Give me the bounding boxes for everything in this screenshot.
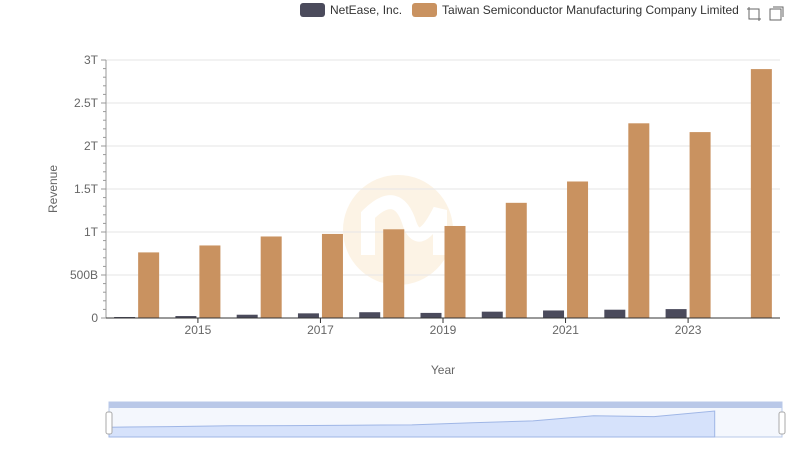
zoom-icon[interactable] bbox=[746, 6, 762, 22]
bar-tsmc-2016[interactable] bbox=[260, 236, 282, 318]
toolbox bbox=[746, 6, 784, 22]
y-tick-label: 1.5T bbox=[74, 182, 99, 196]
x-tick-label: 2015 bbox=[185, 323, 212, 337]
bar-netease-2014[interactable] bbox=[114, 316, 136, 318]
bar-netease-2022[interactable] bbox=[604, 309, 626, 318]
bar-netease-2017[interactable] bbox=[297, 313, 319, 318]
legend-item-tsmc[interactable]: Taiwan Semiconductor Manufacturing Compa… bbox=[412, 3, 739, 17]
zoom-handle-end[interactable] bbox=[778, 411, 786, 435]
bar-tsmc-2022[interactable] bbox=[628, 123, 650, 319]
y-tick-label: 2.5T bbox=[74, 96, 99, 110]
bar-tsmc-2023[interactable] bbox=[689, 132, 711, 318]
legend-swatch-netease bbox=[300, 3, 325, 17]
legend-label-tsmc: Taiwan Semiconductor Manufacturing Compa… bbox=[442, 3, 739, 17]
bar-netease-2016[interactable] bbox=[236, 314, 258, 318]
bar-netease-2021[interactable] bbox=[543, 310, 565, 318]
bar-netease-2019[interactable] bbox=[420, 312, 442, 318]
bar-tsmc-2020[interactable] bbox=[505, 202, 527, 318]
bar-netease-2018[interactable] bbox=[359, 312, 381, 318]
y-tick-label: 500B bbox=[70, 268, 98, 282]
zoom-preview-area bbox=[108, 410, 716, 438]
y-tick-label: 1T bbox=[84, 225, 99, 239]
bars bbox=[114, 69, 772, 319]
bar-tsmc-2024[interactable] bbox=[750, 69, 772, 318]
bar-tsmc-2014[interactable] bbox=[138, 252, 160, 318]
legend-item-netease[interactable]: NetEase, Inc. bbox=[300, 3, 402, 17]
bar-netease-2015[interactable] bbox=[175, 316, 197, 318]
restore-icon[interactable] bbox=[768, 6, 784, 22]
x-tick-label: 2023 bbox=[675, 323, 702, 337]
x-tick-label: 2019 bbox=[430, 323, 457, 337]
x-axis: 2015 2017 2019 2021 2023 bbox=[106, 317, 780, 337]
legend: NetEase, Inc. Taiwan Semiconductor Manuf… bbox=[300, 3, 739, 17]
x-tick-label: 2017 bbox=[307, 323, 334, 337]
legend-swatch-tsmc bbox=[412, 3, 438, 17]
y-axis: 0 500B 1T 1.5T 2T 2.5T 3T bbox=[70, 53, 107, 325]
data-zoom-slider[interactable] bbox=[105, 401, 786, 438]
zoom-handle-start[interactable] bbox=[105, 411, 113, 435]
x-axis-label: Year bbox=[431, 363, 455, 377]
bar-tsmc-2021[interactable] bbox=[567, 181, 589, 318]
bar-tsmc-2017[interactable] bbox=[321, 233, 343, 318]
bar-netease-2020[interactable] bbox=[481, 311, 503, 318]
y-tick-label: 2T bbox=[84, 139, 99, 153]
legend-label-netease: NetEase, Inc. bbox=[330, 3, 403, 17]
x-tick-label: 2021 bbox=[552, 323, 579, 337]
y-axis-label: Revenue bbox=[46, 165, 60, 213]
bar-tsmc-2019[interactable] bbox=[444, 225, 466, 318]
bar-tsmc-2018[interactable] bbox=[383, 229, 405, 318]
y-tick-label: 3T bbox=[84, 53, 99, 67]
bar-tsmc-2015[interactable] bbox=[199, 245, 221, 318]
y-tick-label: 0 bbox=[91, 311, 98, 325]
zoom-bar[interactable] bbox=[109, 402, 782, 408]
bar-netease-2023[interactable] bbox=[665, 309, 687, 318]
